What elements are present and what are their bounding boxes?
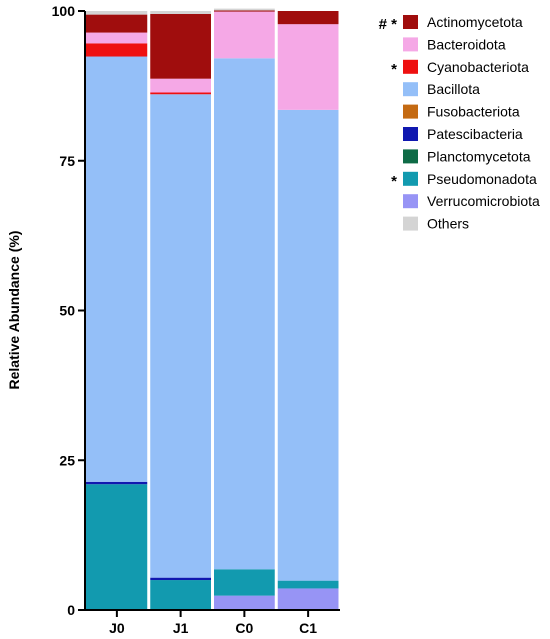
legend-label: Others <box>427 216 469 232</box>
bar-segment <box>86 484 148 610</box>
legend-swatch <box>403 216 418 231</box>
x-tick-label: C1 <box>299 620 317 636</box>
legend-swatch <box>403 15 418 29</box>
bar-segment <box>150 94 211 578</box>
bar-segment <box>214 10 275 12</box>
legend-swatch <box>403 59 418 74</box>
bar-segment <box>277 588 339 610</box>
legend-swatch <box>403 104 418 119</box>
bar-segment <box>150 78 211 93</box>
bar-segment <box>150 11 211 14</box>
legend-label: Planctomycetota <box>427 148 531 164</box>
y-tick-label: 75 <box>59 153 75 169</box>
x-axis-ticks: J0 J1 C0 C1 <box>109 610 317 636</box>
legend-label: Patescibacteria <box>427 126 523 142</box>
bar-segment <box>214 8 275 11</box>
legend-swatch <box>403 171 418 186</box>
legend-label: Pseudomonadota <box>427 171 537 187</box>
bar-segment <box>86 32 148 44</box>
bar-segment <box>86 481 148 485</box>
bar-segment <box>86 14 148 33</box>
legend-swatch <box>403 127 418 141</box>
y-tick-label: 100 <box>52 3 76 19</box>
legend-swatch <box>403 82 418 97</box>
bar-segment <box>277 580 339 589</box>
legend-label: Fusobacteriota <box>427 104 520 120</box>
legend-swatch <box>403 37 418 52</box>
y-tick-label: 0 <box>67 602 75 618</box>
legend-label: Verrucomicrobiota <box>427 193 540 209</box>
bar-segment <box>86 56 148 482</box>
bar-segment <box>214 58 275 570</box>
y-axis-ticks: 0 25 50 75 100 <box>52 3 85 618</box>
bar-segment <box>277 109 339 581</box>
bar-segment <box>214 569 275 596</box>
bar-segment <box>86 43 148 57</box>
legend-swatch <box>403 149 418 164</box>
bar-segment <box>214 595 275 610</box>
y-axis-title: Relative Abundance (%) <box>6 231 22 390</box>
x-tick-label: J1 <box>173 620 189 636</box>
significance-marker: # * <box>379 16 398 33</box>
bar-segment <box>277 24 339 110</box>
bar-segment <box>150 92 211 95</box>
legend-label: Cyanobacteriota <box>427 59 529 75</box>
significance-marker: * <box>391 61 397 78</box>
bar-segment <box>214 11 275 59</box>
legend-swatch <box>403 194 418 209</box>
bar-segment <box>150 580 211 610</box>
legend-label: Actinomycetota <box>427 14 523 30</box>
bars-group <box>86 8 339 610</box>
x-tick-label: C0 <box>235 620 253 636</box>
bar-segment <box>150 577 211 581</box>
legend-label: Bacillota <box>427 81 480 97</box>
bar-segment <box>277 11 339 25</box>
legend: Actinomycetota # * Bacteroidota Cyanobacter… <box>379 14 540 232</box>
y-tick-label: 50 <box>59 303 75 319</box>
legend-label: Bacteroidota <box>427 36 506 52</box>
x-tick-label: J0 <box>109 620 125 636</box>
bar-segment <box>86 11 148 15</box>
significance-marker: * <box>391 173 397 190</box>
y-tick-label: 25 <box>59 452 75 468</box>
bar-segment <box>150 13 211 79</box>
